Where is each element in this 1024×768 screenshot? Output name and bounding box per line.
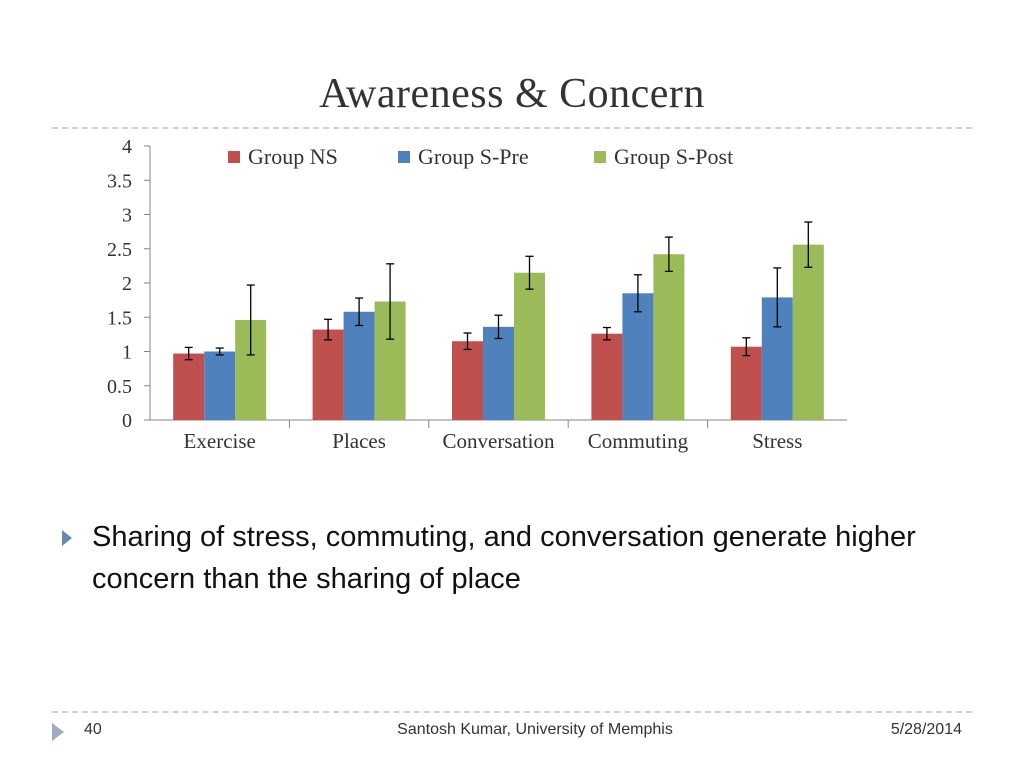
y-tick-label: 3.5 <box>107 170 132 192</box>
legend-label: Group S-Pre <box>418 144 529 169</box>
bar <box>622 293 654 420</box>
bar <box>312 329 344 420</box>
legend-swatch <box>228 151 240 163</box>
bullet-item: Sharing of stress, commuting, and conver… <box>62 516 962 600</box>
bar <box>730 346 762 420</box>
x-tick-label: Places <box>332 429 386 453</box>
bar <box>204 351 236 420</box>
bar <box>653 254 685 420</box>
bar <box>452 341 483 420</box>
legend-swatch <box>398 151 410 163</box>
x-tick-label: Commuting <box>588 429 689 453</box>
bullet-text: Sharing of stress, commuting, and conver… <box>92 521 916 595</box>
footer-divider <box>52 711 972 713</box>
y-tick-label: 1 <box>122 342 132 364</box>
y-tick-label: 3 <box>122 205 132 227</box>
x-tick-label: Exercise <box>184 429 256 453</box>
footer-date: 5/28/2014 <box>890 721 962 738</box>
page-number: 40 <box>84 721 102 738</box>
bar-chart: 0 0.5 1 1.5 2 2.5 3 3.5 4 Exercise Places Conversat… <box>107 136 847 453</box>
y-tick-label: 2.5 <box>107 239 132 261</box>
bar <box>483 326 514 420</box>
footer-arrow-icon <box>52 723 64 741</box>
legend-label: Group NS <box>248 144 338 169</box>
footer-author: Santosh Kumar, University of Memphis <box>397 721 673 738</box>
y-tick-label: 2 <box>122 273 132 295</box>
legend-swatch <box>594 151 606 163</box>
bar <box>343 311 375 420</box>
x-tick-label: Conversation <box>443 429 555 453</box>
y-tick-label: 0 <box>122 410 132 432</box>
bar <box>792 244 824 420</box>
title-divider <box>52 127 972 129</box>
bar <box>173 353 205 420</box>
y-tick-label: 4 <box>122 136 132 158</box>
y-tick-label: 0.5 <box>107 376 132 398</box>
bar <box>514 272 545 420</box>
slide-title: Awareness & Concern <box>319 71 705 117</box>
y-tick-label: 1.5 <box>107 307 132 329</box>
bullet-arrow-icon <box>62 530 72 546</box>
bar <box>591 333 623 420</box>
legend-label: Group S-Post <box>614 144 733 169</box>
x-tick-label: Stress <box>752 429 802 453</box>
